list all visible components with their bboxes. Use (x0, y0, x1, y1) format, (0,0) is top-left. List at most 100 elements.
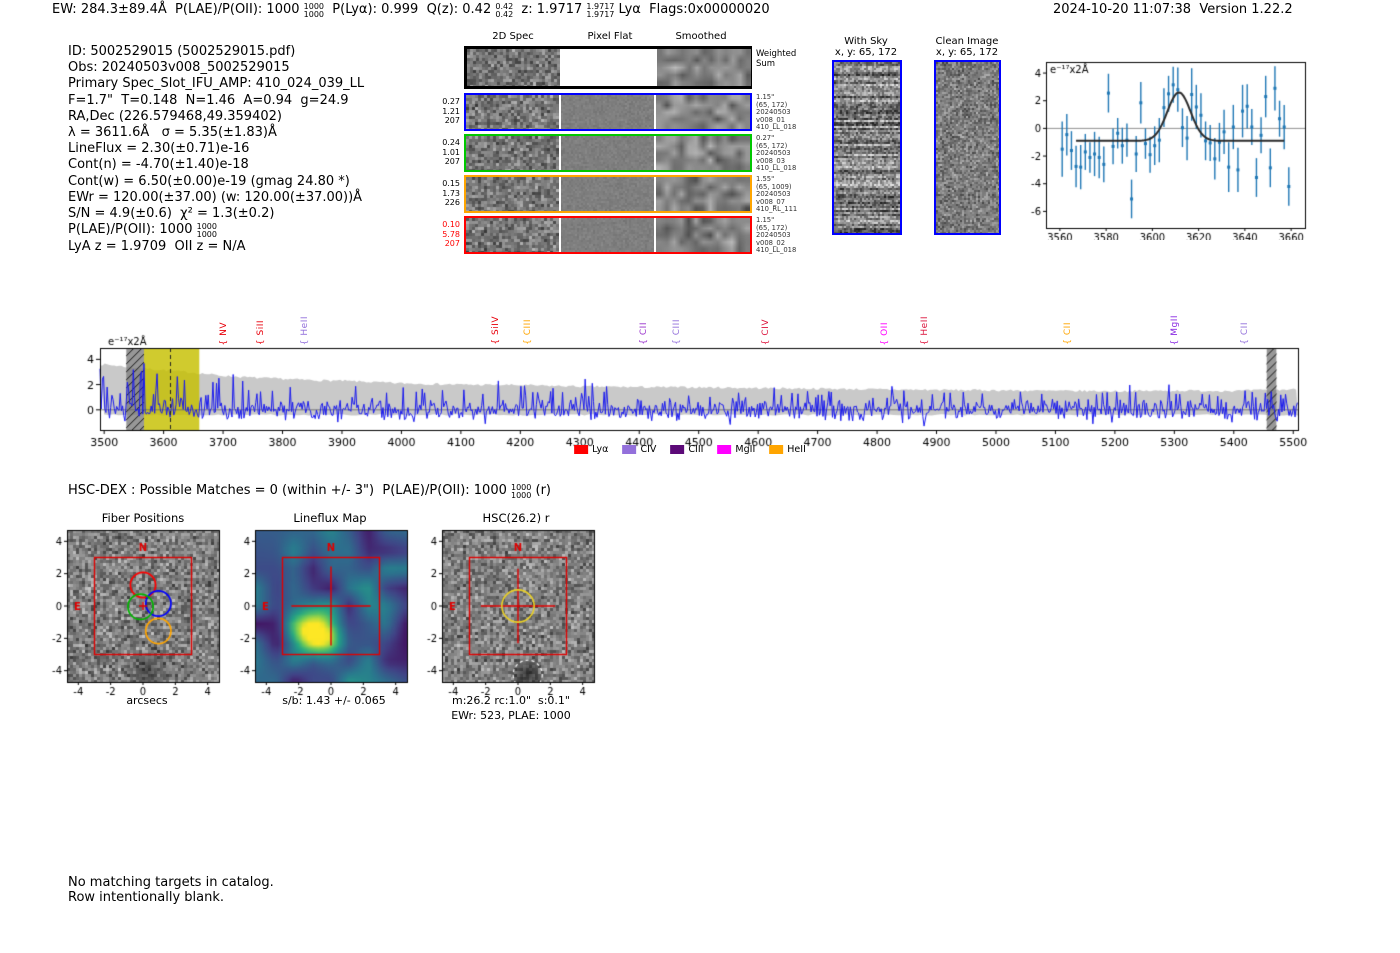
spec2d-column-header: Smoothed (675, 31, 727, 42)
emission-line-label-ciii: { CIII (671, 319, 682, 345)
spec2d-cell-smooth (656, 177, 750, 211)
info-line: Cont(n) = -4.70(±1.40)e-18 (68, 157, 249, 173)
target-info-block: ID: 5002529015 (5002529015.pdf) Obs: 2024… (68, 44, 364, 255)
line-fit-plot (1030, 45, 1320, 240)
with-sky-image (832, 60, 902, 235)
with-sky-title: With Sky (844, 36, 888, 47)
spec2d-row (464, 216, 752, 254)
spec2d-cell-smooth (656, 136, 750, 170)
hsc-cutout-panel (413, 524, 608, 696)
spec2d-row-left-labels: 0.15 1.73 226 (442, 179, 460, 207)
fiber-positions-xlabel: arcsecs (126, 694, 168, 707)
emission-line-label-nv: { NV (219, 321, 230, 345)
header-measurements: EW: 284.3±89.4Å P(LAE)/P(OII): 1000 1000… (52, 2, 770, 19)
legend-item-mgii: MgII (717, 444, 755, 455)
spec2d-cell-flat (561, 95, 654, 129)
clean-image (934, 60, 1001, 235)
info-line: F=1.7" T=0.148 N=1.46 A=0.94 g=24.9 (68, 92, 349, 108)
emission-line-label-ciii: { CIII (523, 319, 534, 345)
with-sky-coords: x, y: 65, 172 (834, 47, 898, 58)
text-segment: Lyα Flags:0x00000020 (614, 2, 770, 17)
spec2d-cell-flat (561, 218, 654, 252)
hsc-cutout-caption-1: m:26.2 rc:1.0" s:0.1" (452, 694, 570, 707)
spec2d-row-left-labels: 0.10 5.78 207 (442, 220, 460, 248)
text-segment: EW: 284.3±89.4Å P(LAE)/P(OII): 1000 (52, 2, 304, 17)
stacked-fraction: 1000 1000 (511, 483, 532, 500)
emission-line-label-mgii: { MgII (1170, 314, 1181, 345)
legend-swatch (622, 445, 637, 454)
header-timestamp-version: 2024-10-20 11:07:38 Version 1.22.2 (1053, 2, 1293, 17)
spec2d-row (464, 46, 752, 89)
spec2d-cell-noise (466, 218, 559, 252)
info-line: LineFlux = 2.30(±0.71)e-16 (68, 141, 250, 157)
spec2d-row (464, 93, 752, 131)
info-line: Obs: 20240503v008_5002529015 (68, 60, 290, 76)
spec2d-row-right-labels: 0.27" (65, 172) 20240503 v008_03 410_LL_018 (756, 134, 797, 173)
lineflux-map-panel (226, 524, 421, 696)
spec2d-cell-flat (561, 136, 654, 170)
footer-note-2: Row intentionally blank. (68, 890, 224, 905)
legend-swatch (574, 445, 589, 454)
spec2d-cell-flat (561, 177, 654, 211)
fiber-positions-title: Fiber Positions (101, 511, 185, 525)
spec2d-cell-smooth (656, 95, 750, 129)
legend-item-lyα: Lyα (574, 444, 608, 455)
spectrum-legend: Lyα CIV CIII MgII HeII (574, 444, 806, 455)
hsc-cutout-title: HSC(26.2) r (482, 511, 550, 525)
spec2d-weighted-sum-label: Weighted Sum (756, 49, 797, 69)
full-spectrum-plot (80, 333, 1315, 451)
spec2d-cell-noise (466, 95, 559, 129)
fiber-positions-panel (38, 524, 233, 696)
info-line: λ = 3611.6Å σ = 5.35(±1.83)Å (68, 125, 277, 141)
emission-line-label-siiv: { SiIV (490, 316, 501, 345)
info-line: Cont(w) = 6.50(±0.00)e-19 (gmag 24.80 *) (68, 173, 350, 189)
spec2d-cell-noise (467, 49, 560, 86)
info-line: S/N = 4.9(±0.6) χ² = 1.3(±0.2) (68, 206, 275, 222)
info-line: P(LAE)/P(OII): 1000 1000 1000 (68, 222, 217, 240)
spec2d-row-right-labels: 1.15" (65, 172) 20240503 v008_01 410_LL_018 (756, 93, 797, 132)
spec2d-row (464, 134, 752, 172)
lineflux-map-title: Lineflux Map (293, 511, 367, 525)
spec2d-column-header: 2D Spec (492, 31, 534, 42)
emission-line-label-civ: { CIV (761, 318, 772, 345)
lineflux-map-caption: s/b: 1.43 +/- 0.065 (282, 694, 386, 707)
legend-swatch (717, 445, 732, 454)
legend-swatch (670, 445, 685, 454)
emission-line-label-heii: { HeII (920, 315, 931, 345)
emission-line-label-heii: { HeII (299, 315, 310, 345)
info-line: EWr = 120.00(±37.00) (w: 120.00(±37.00))… (68, 189, 363, 205)
spec2d-row-right-labels: 1.15" (65, 172) 20240503 v008_02 410_LL_018 (756, 216, 797, 255)
legend-swatch (769, 445, 784, 454)
hsc-cutout-caption-2: EWr: 523, PLAE: 1000 (451, 709, 571, 722)
info-line: RA,Dec (226.579468,49.359402) (68, 108, 282, 124)
spec2d-row-left-labels: 0.27 1.21 207 (442, 97, 460, 125)
text-segment: HSC-DEX : Possible Matches = 0 (within +… (68, 483, 511, 498)
spec2d-cell-noise (466, 177, 559, 211)
emission-line-label-cii: { CII (639, 322, 650, 345)
clean-image-title: Clean Image (935, 36, 999, 47)
footer-note-1: No matching targets in catalog. (68, 875, 274, 890)
stacked-fraction: 0.42 0.42 (495, 2, 514, 19)
info-line: LyA z = 1.9709 OII z = N/A (68, 239, 246, 255)
spec2d-row (464, 175, 752, 213)
emission-line-label-cii: { CII (1239, 322, 1250, 345)
text-segment: (r) (531, 483, 551, 498)
legend-item-heii: HeII (769, 444, 806, 455)
info-line: ID: 5002529015 (5002529015.pdf) (68, 44, 296, 59)
emission-line-label-oii: { OII (879, 321, 890, 345)
emission-line-label-siii: { SiII (255, 319, 266, 345)
clean-image-coords: x, y: 65, 172 (935, 47, 999, 58)
spec2d-cell-smooth (657, 49, 751, 86)
legend-item-ciii: CIII (670, 444, 703, 455)
stacked-fraction: 1000 1000 (303, 2, 325, 19)
text-segment: z: 1.9717 (513, 2, 587, 17)
hsc-dex-match-line: HSC-DEX : Possible Matches = 0 (within +… (68, 483, 551, 500)
legend-item-civ: CIV (622, 444, 656, 455)
text-segment: P(Lyα): 0.999 Q(z): 0.42 (324, 2, 496, 17)
spec2d-column-header: Pixel Flat (587, 31, 633, 42)
spec2d-row-right-labels: 1.55" (65, 1009) 20240503 v008_07 410_RL_111 (756, 175, 798, 214)
info-line: Primary Spec_Slot_IFU_AMP: 410_024_039_L… (68, 76, 365, 92)
spec2d-row-left-labels: 0.24 1.01 207 (442, 138, 460, 166)
spec2d-cell-smooth (656, 218, 750, 252)
